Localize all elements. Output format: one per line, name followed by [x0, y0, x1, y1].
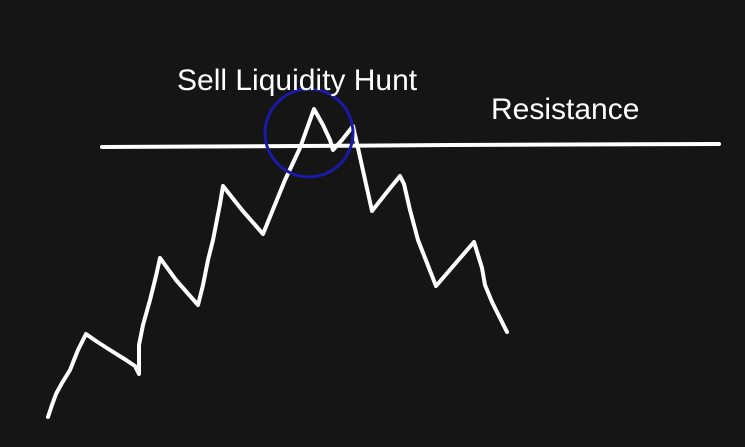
liquidity-hunt-circle	[263, 87, 355, 179]
resistance-line	[100, 142, 721, 149]
hunt-label: Sell Liquidity Hunt	[177, 64, 418, 97]
price-path	[46, 107, 509, 419]
resistance-label: Resistance	[491, 93, 640, 126]
